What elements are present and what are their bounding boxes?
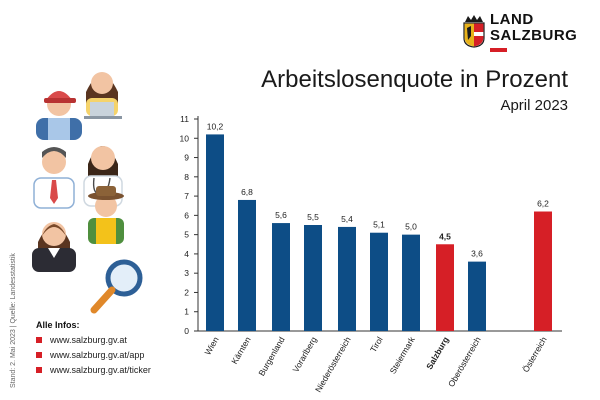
logo-line-1: LAND xyxy=(490,11,534,28)
category-label: Steiermark xyxy=(388,334,418,375)
category-label: Kärnten xyxy=(229,335,253,366)
bar-value-label: 3,6 xyxy=(471,249,483,259)
category-label: Niederösterreich xyxy=(313,335,353,394)
bar-value-label: 5,6 xyxy=(275,210,287,220)
bar xyxy=(402,234,420,331)
bar xyxy=(468,261,486,331)
bar-value-label: 6,8 xyxy=(241,187,253,197)
category-label: Vorarlberg xyxy=(290,335,318,374)
info-link-row[interactable]: www.salzburg.gv.at xyxy=(36,335,151,345)
bar xyxy=(206,134,224,331)
bar xyxy=(436,244,454,331)
magnifier-icon xyxy=(90,259,143,314)
info-bullet xyxy=(36,352,42,358)
y-tick-label: 11 xyxy=(180,114,189,124)
salzburg-crest-icon xyxy=(463,15,485,48)
office-woman-laptop-icon xyxy=(84,72,122,119)
bar xyxy=(338,226,356,331)
info-link[interactable]: www.salzburg.gv.at/app xyxy=(50,350,145,360)
y-tick-label: 4 xyxy=(184,249,189,259)
info-box: Alle Infos: www.salzburg.gv.at www.salzb… xyxy=(36,320,151,380)
bar-value-label: 6,2 xyxy=(537,199,549,209)
category-label: Burgenland xyxy=(256,335,287,378)
bar-value-label: 5,4 xyxy=(341,214,353,224)
bar-value-label: 4,5 xyxy=(439,231,451,241)
bar xyxy=(534,211,552,331)
bar-value-label: 5,0 xyxy=(405,222,417,232)
category-label: Oberösterreich xyxy=(446,335,483,389)
logo-line-2: SALZBURG xyxy=(490,27,578,44)
category-label: Salzburg xyxy=(424,335,451,371)
category-label: Tirol xyxy=(368,335,385,354)
bar xyxy=(238,199,256,331)
y-tick-label: 7 xyxy=(184,191,189,201)
bar xyxy=(272,223,290,331)
businessman-tie-icon xyxy=(33,147,75,209)
bar-value-label: 5,5 xyxy=(307,212,319,222)
farmer-hat-icon xyxy=(88,186,124,244)
info-link[interactable]: www.salzburg.gv.at xyxy=(50,335,127,345)
bar xyxy=(304,225,322,331)
info-link-row[interactable]: www.salzburg.gv.at/ticker xyxy=(36,365,151,375)
y-tick-label: 3 xyxy=(184,268,189,278)
people-illustration xyxy=(32,72,143,314)
chart-subtitle: April 2023 xyxy=(500,97,568,114)
y-tick-label: 5 xyxy=(184,230,189,240)
y-tick-label: 2 xyxy=(184,287,189,297)
info-bullet xyxy=(36,337,42,343)
info-bullet xyxy=(36,367,42,373)
chart-title: Arbeitslosenquote in Prozent xyxy=(261,66,568,93)
y-tick-label: 10 xyxy=(180,133,190,143)
category-label: Österreich xyxy=(520,335,548,374)
bar-value-label: 10,2 xyxy=(207,121,224,131)
info-title: Alle Infos: xyxy=(36,320,80,330)
category-label: Wien xyxy=(202,335,220,357)
bar xyxy=(370,232,388,331)
y-tick-label: 6 xyxy=(184,210,189,220)
worker-cap-icon xyxy=(36,91,82,140)
y-tick-label: 8 xyxy=(184,172,189,182)
y-tick-label: 0 xyxy=(184,326,189,336)
info-link-row[interactable]: www.salzburg.gv.at/app xyxy=(36,350,151,360)
logo-accent-bar xyxy=(490,48,507,52)
y-tick-label: 1 xyxy=(184,307,189,317)
bar-value-label: 5,1 xyxy=(373,220,385,230)
land-salzburg-logo: LAND SALZBURG xyxy=(462,12,582,56)
info-link[interactable]: www.salzburg.gv.at/ticker xyxy=(50,365,151,375)
businesswoman-icon xyxy=(32,222,76,272)
y-tick-label: 9 xyxy=(184,153,189,163)
